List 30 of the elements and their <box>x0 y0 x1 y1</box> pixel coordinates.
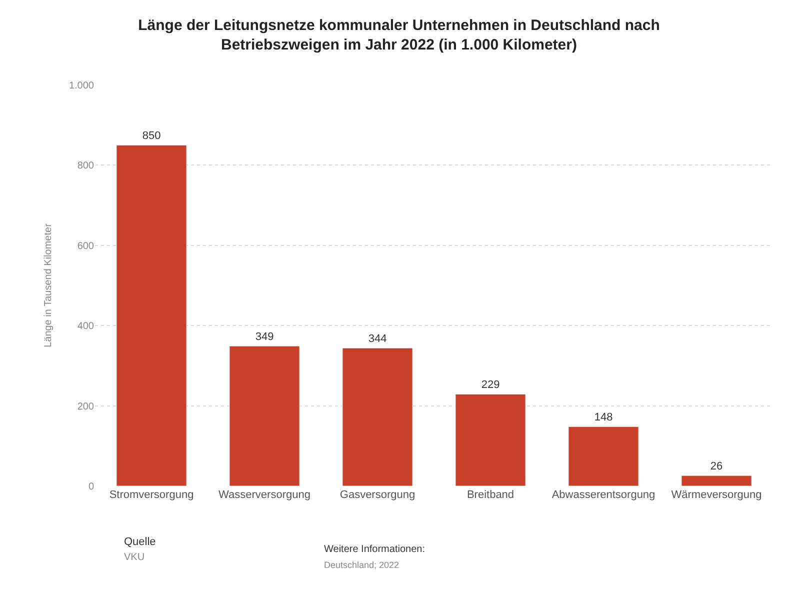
y-axis-title: Länge in Tausend Kilometer <box>42 222 54 348</box>
y-tick-label: 200 <box>77 401 94 412</box>
bar <box>229 346 300 486</box>
bar <box>342 348 413 486</box>
y-tick-label: 800 <box>77 160 94 172</box>
x-tick-label: Breitband <box>466 489 514 501</box>
data-label: 26 <box>710 460 723 473</box>
data-label: 349 <box>255 331 274 344</box>
bar <box>455 394 526 486</box>
bar <box>681 475 752 486</box>
text: VKU <box>124 552 145 563</box>
data-label: 344 <box>368 333 387 346</box>
text: Deutschland; 2022 <box>324 560 400 570</box>
bar <box>568 426 639 486</box>
x-tick-label: Gasversorgung <box>340 489 416 501</box>
bar <box>116 144 187 486</box>
x-tick-label: Wasserversorgung <box>218 489 310 501</box>
x-tick-label: Abwasserentsorgung <box>552 489 656 501</box>
x-tick-label: Wärmeversorgung <box>671 489 762 501</box>
x-tick-label: Stromversorgung <box>109 489 194 501</box>
data-label: 148 <box>594 412 613 424</box>
text: Quelle <box>124 536 156 548</box>
y-tick-label: 0 <box>88 482 94 492</box>
y-tick-label: 1.000 <box>68 80 94 92</box>
text: Weitere Informationen: <box>324 544 425 555</box>
data-label: 229 <box>481 379 500 392</box>
chart-title: Länge der Leitungsnetze kommunaler Unternehmen in Deutschland nach Betriebszweigen im Jahr 2022 (in 1.000 Kilometer) <box>138 16 660 54</box>
y-tick-label: 400 <box>77 321 94 332</box>
y-tick-label: 600 <box>77 240 94 252</box>
data-label: 850 <box>142 130 161 142</box>
